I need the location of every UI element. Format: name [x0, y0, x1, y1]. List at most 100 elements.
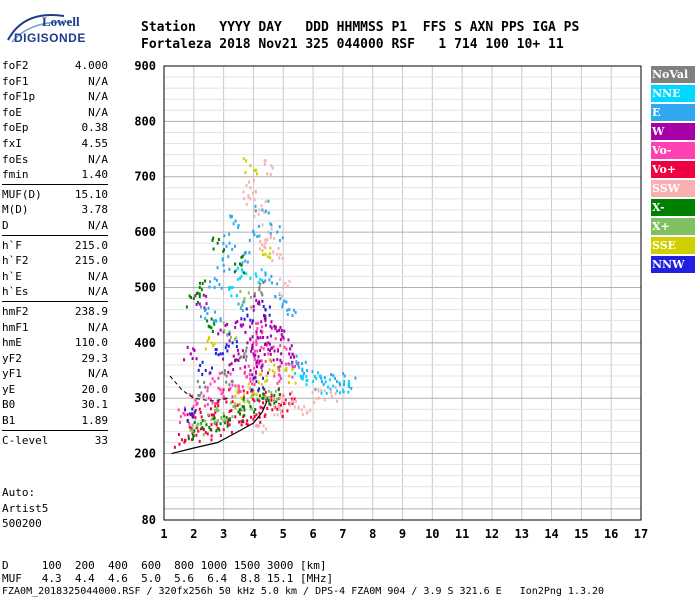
data-point — [235, 340, 238, 344]
data-point — [266, 378, 269, 382]
data-point — [252, 391, 255, 395]
y-tick-label: 700 — [134, 170, 156, 184]
data-point — [278, 225, 281, 229]
data-point — [258, 359, 261, 363]
data-point — [198, 385, 201, 389]
data-point — [281, 236, 284, 240]
data-point — [206, 403, 209, 407]
data-point — [210, 423, 213, 427]
data-point — [279, 338, 282, 342]
data-point — [243, 370, 246, 374]
data-point — [224, 417, 227, 421]
data-point — [250, 295, 253, 299]
data-point — [213, 322, 216, 326]
data-point — [264, 380, 267, 384]
data-point — [265, 209, 268, 213]
data-point — [196, 300, 199, 304]
data-point — [275, 400, 278, 404]
data-point — [228, 232, 231, 236]
data-point — [241, 303, 244, 307]
x-tick-label: 10 — [425, 527, 439, 541]
data-point — [252, 308, 255, 312]
data-point — [270, 391, 273, 395]
header-line-values: Fortaleza 2018 Nov21 325 044000 RSF 1 71… — [141, 37, 564, 52]
data-point — [279, 358, 282, 362]
data-point — [297, 361, 300, 365]
data-point — [216, 266, 219, 270]
data-point — [273, 404, 276, 408]
data-point — [185, 305, 188, 309]
param-row: fxI 4.55 — [2, 136, 108, 152]
data-point — [342, 372, 345, 376]
data-point — [278, 379, 281, 383]
data-point — [262, 347, 265, 351]
data-point — [339, 383, 342, 387]
data-point — [249, 338, 252, 342]
data-point — [267, 341, 270, 345]
data-point — [255, 380, 258, 384]
data-point — [207, 396, 210, 400]
data-point — [250, 407, 253, 411]
param-key: fxI — [2, 136, 22, 150]
data-point — [198, 407, 201, 411]
auto-label: Auto: — [2, 486, 36, 499]
data-point — [198, 439, 201, 443]
data-point — [264, 359, 267, 363]
x-tick-label: 15 — [574, 527, 588, 541]
data-point — [227, 344, 230, 348]
data-point — [347, 383, 350, 387]
data-point — [245, 202, 248, 206]
data-point — [354, 376, 357, 380]
data-point — [251, 373, 254, 377]
data-point — [236, 294, 239, 298]
data-point — [204, 279, 207, 283]
data-point — [253, 399, 256, 403]
data-point — [274, 325, 277, 329]
param-row: B0 30.1 — [2, 397, 108, 413]
data-point — [240, 305, 243, 309]
param-value: N/A — [88, 320, 108, 334]
data-point — [240, 263, 243, 267]
data-point — [285, 366, 288, 370]
data-point — [199, 410, 202, 414]
data-point — [227, 370, 230, 374]
footer-file-info: FZA0M_2018325044000.RSF / 320fx256h 50 k… — [2, 586, 605, 597]
data-point — [264, 342, 267, 346]
data-point — [239, 367, 242, 371]
data-point — [287, 338, 290, 342]
data-point — [240, 407, 243, 411]
data-point — [246, 260, 249, 264]
data-point — [225, 343, 228, 347]
data-point — [257, 381, 260, 385]
data-point — [302, 371, 305, 375]
data-point — [277, 373, 280, 377]
data-point — [243, 400, 246, 404]
data-point — [232, 368, 235, 372]
data-point — [253, 169, 256, 173]
data-point — [269, 324, 272, 328]
param-value: 1.40 — [81, 168, 109, 182]
data-point — [254, 370, 257, 374]
x-tick-label: 4 — [250, 527, 257, 541]
data-point — [241, 309, 244, 313]
data-point — [211, 413, 214, 417]
data-point — [193, 420, 196, 424]
data-point — [280, 294, 283, 298]
logo-swoosh-icon — [7, 14, 71, 43]
data-point — [194, 294, 197, 298]
data-point — [257, 388, 260, 392]
parameter-table: foF2 4.000 foF1 N/A foF1p N/A foE N/A foEp 0.38 fx… — [2, 58, 108, 448]
data-point — [195, 292, 198, 296]
data-point — [258, 387, 261, 391]
data-point — [245, 307, 248, 311]
data-point — [208, 325, 211, 329]
data-point — [210, 317, 213, 321]
data-point — [206, 389, 209, 393]
data-point — [243, 413, 246, 417]
data-point — [213, 342, 216, 346]
x-tick-label: 13 — [515, 527, 529, 541]
data-point — [261, 243, 264, 247]
data-point — [279, 396, 282, 400]
data-point — [258, 362, 261, 366]
data-point — [284, 362, 287, 366]
